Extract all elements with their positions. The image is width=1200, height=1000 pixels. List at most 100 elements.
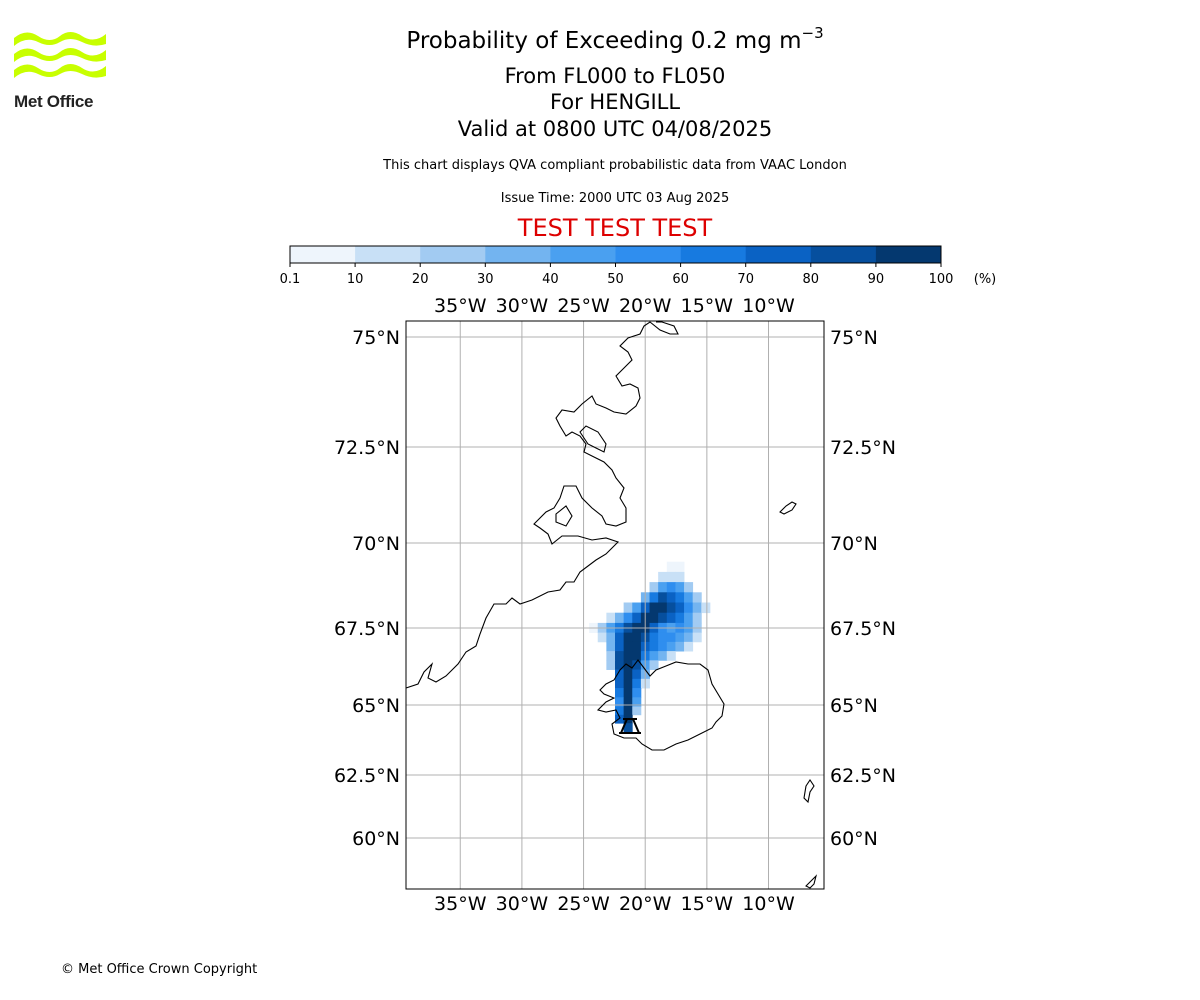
- latitude-label-left: 67.5°N: [334, 618, 400, 640]
- chart-description: This chart displays QVA compliant probab…: [383, 158, 847, 173]
- plume-cell: [692, 592, 702, 603]
- plume-cell: [675, 582, 685, 593]
- latitude-label-right: 67.5°N: [830, 618, 896, 640]
- longitude-label-top: 35°W: [434, 295, 487, 317]
- volcano-location: For HENGILL: [549, 90, 681, 114]
- ash-probability-plume: [589, 561, 711, 732]
- colorbar-tick-label: 70: [737, 272, 754, 287]
- latitude-label-right: 65°N: [830, 695, 878, 717]
- plume-cell: [692, 632, 702, 643]
- plume-cell: [658, 592, 668, 603]
- logo-wave-2: [14, 48, 106, 62]
- latitude-label-right: 62.5°N: [830, 765, 896, 787]
- plume-cell: [615, 612, 625, 624]
- coastline-shetland: [805, 874, 818, 889]
- test-banner: TEST TEST TEST: [517, 214, 713, 242]
- longitude-label-bottom: 10°W: [742, 893, 795, 915]
- plume-cell: [666, 571, 676, 583]
- coastline-greenland: [405, 321, 679, 689]
- longitude-label-top: 20°W: [619, 295, 672, 317]
- colorbar-tick-label: 30: [477, 272, 494, 287]
- longitude-label-top: 30°W: [496, 295, 549, 317]
- colorbar: 0.1 10 20 30 40 50 60 70 80 90 100 (%): [280, 245, 996, 287]
- plume-cell: [684, 592, 694, 603]
- coastline-jan-mayen: [779, 501, 797, 515]
- plume-cell: [692, 602, 702, 614]
- plume-cell: [675, 612, 685, 624]
- latitude-label-left: 65°N: [352, 695, 400, 717]
- longitude-label-bottom: 35°W: [434, 893, 487, 915]
- chart-title-superscript: −3: [801, 24, 824, 42]
- plume-cell: [675, 571, 685, 583]
- colorbar-segment: [290, 246, 356, 263]
- plume-cell: [623, 641, 633, 652]
- plume-cell: [615, 697, 625, 707]
- plume-cell: [684, 632, 694, 643]
- colorbar-segment: [680, 246, 746, 263]
- plume-cell: [684, 641, 694, 652]
- met-office-logo: [14, 32, 106, 78]
- plume-cell: [632, 697, 642, 707]
- plume-cell: [606, 651, 616, 661]
- plume-cell: [684, 582, 694, 593]
- colorbar-tick-label: 50: [607, 272, 624, 287]
- plume-cell: [666, 641, 676, 652]
- plume-cell: [615, 688, 625, 698]
- colorbar-segment: [355, 246, 421, 263]
- plume-cell: [623, 612, 633, 624]
- plume-cell: [615, 641, 625, 652]
- longitude-label-bottom: 15°W: [681, 893, 734, 915]
- latitude-label-left: 72.5°N: [334, 437, 400, 459]
- plume-cell: [606, 632, 616, 643]
- volcano-marker-icon: [619, 718, 641, 734]
- plume-cell: [632, 632, 642, 643]
- colorbar-segment: [875, 246, 942, 263]
- plume-cell: [649, 632, 659, 643]
- coastline-greenland-fjord: [579, 425, 607, 453]
- plume-cell: [701, 602, 711, 614]
- plume-cell: [666, 612, 676, 624]
- latitude-label-left: 60°N: [352, 828, 400, 850]
- plume-cell: [666, 602, 676, 614]
- colorbar-tick-label: 100: [929, 272, 954, 287]
- plume-cell: [675, 602, 685, 614]
- colorbar-segment: [810, 246, 877, 263]
- plume-cell: [632, 660, 642, 670]
- plume-cell: [632, 641, 642, 652]
- map-frame: [405, 320, 825, 890]
- longitude-label-top: 10°W: [742, 295, 795, 317]
- copyright-notice: © Met Office Crown Copyright: [61, 962, 258, 977]
- plume-cell: [692, 612, 702, 624]
- plume-cell: [649, 582, 659, 593]
- latitude-label-right: 60°N: [830, 828, 878, 850]
- plume-cell: [606, 612, 616, 624]
- logo-wave-1: [14, 32, 106, 46]
- plume-cell: [658, 612, 668, 624]
- plume-cell: [649, 592, 659, 603]
- plume-cell: [649, 602, 659, 614]
- plume-cell: [606, 660, 616, 670]
- longitude-label-bottom: 20°W: [619, 893, 672, 915]
- colorbar-tick-label: 10: [347, 272, 364, 287]
- latitude-label-right: 70°N: [830, 533, 878, 555]
- chart-title-main: Probability of Exceeding 0.2 mg m: [406, 28, 802, 54]
- plume-cell: [615, 660, 625, 670]
- plume-cell: [623, 678, 633, 689]
- longitude-label-bottom: 30°W: [496, 893, 549, 915]
- plume-cell: [623, 697, 633, 707]
- chart-title: Probability of Exceeding 0.2 mg m−3: [0, 24, 1200, 54]
- map-gridlines: [406, 321, 824, 889]
- longitude-label-top: 15°W: [681, 295, 734, 317]
- colorbar-segment: [485, 246, 551, 263]
- latitude-label-right: 72.5°N: [830, 437, 896, 459]
- logo-wave-3: [14, 64, 106, 78]
- plume-cell: [658, 632, 668, 643]
- colorbar-tick-label: 60: [672, 272, 689, 287]
- plume-cell: [675, 632, 685, 643]
- plume-cell: [649, 660, 659, 670]
- latitude-label-right: 75°N: [830, 327, 878, 349]
- plume-cell: [675, 561, 685, 573]
- axis-tick-labels: 35°W 35°W 30°W 30°W 25°W 25°W 20°W 20°W 15°W 15°W…: [334, 295, 896, 915]
- longitude-label-top: 25°W: [557, 295, 610, 317]
